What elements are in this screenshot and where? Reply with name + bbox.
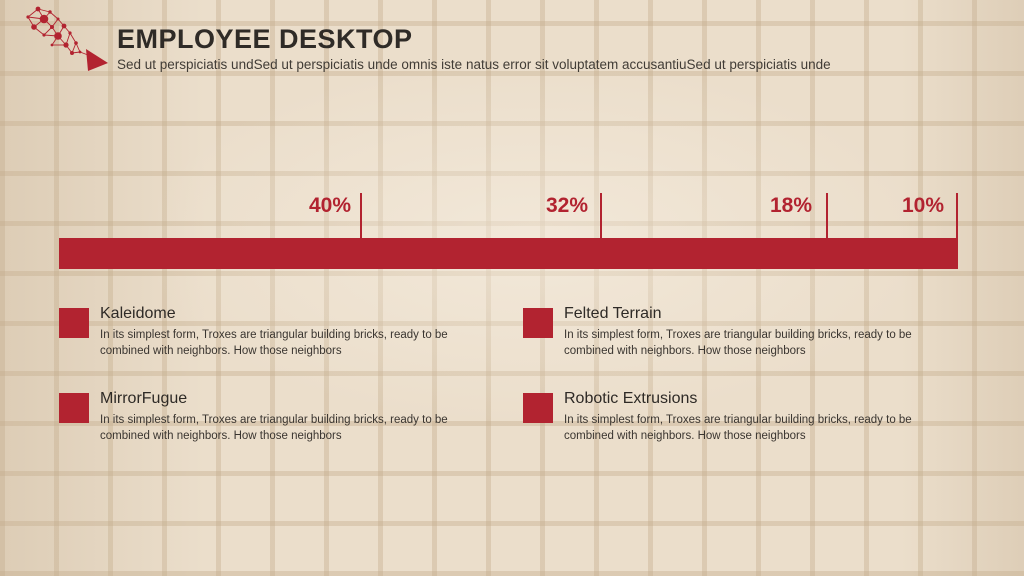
item-description: In its simplest form, Troxes are triangu… <box>100 414 448 443</box>
bar-percentage-label: 10% <box>901 194 944 217</box>
list-item: Robotic Extrusions In its simplest form,… <box>523 390 963 445</box>
list-item: MirrorFugue In its simplest form, Troxes… <box>59 390 499 445</box>
item-title: Robotic Extrusions <box>564 390 698 407</box>
bar-tick <box>956 193 958 238</box>
item-description: In its simplest form, Troxes are triangu… <box>564 414 912 443</box>
bar-tick <box>600 193 602 238</box>
bullet-square-icon <box>59 308 89 338</box>
bullet-square-icon <box>59 393 89 423</box>
item-title: MirrorFugue <box>100 390 188 407</box>
bullet-square-icon <box>523 393 553 423</box>
item-description: In its simplest form, Troxes are triangu… <box>564 329 912 358</box>
item-description: In its simplest form, Troxes are triangu… <box>100 329 448 358</box>
bar-percentage-label: 18% <box>769 194 812 217</box>
list-item: Felted Terrain In its simplest form, Tro… <box>523 305 963 360</box>
network-arrow-icon <box>26 6 108 71</box>
bar-percentage-label: 32% <box>545 194 588 217</box>
bar-tick <box>360 193 362 238</box>
page-title: EMPLOYEE DESKTOP <box>117 24 413 54</box>
bar-tick <box>826 193 828 238</box>
bar <box>59 238 958 269</box>
list-item: Kaleidome In its simplest form, Troxes a… <box>59 305 499 360</box>
page-subtitle: Sed ut perspiciatis undSed ut perspiciat… <box>117 57 831 72</box>
item-title: Felted Terrain <box>564 305 662 322</box>
bullet-square-icon <box>523 308 553 338</box>
item-title: Kaleidome <box>100 305 176 322</box>
bar-percentage-label: 40% <box>308 194 351 217</box>
